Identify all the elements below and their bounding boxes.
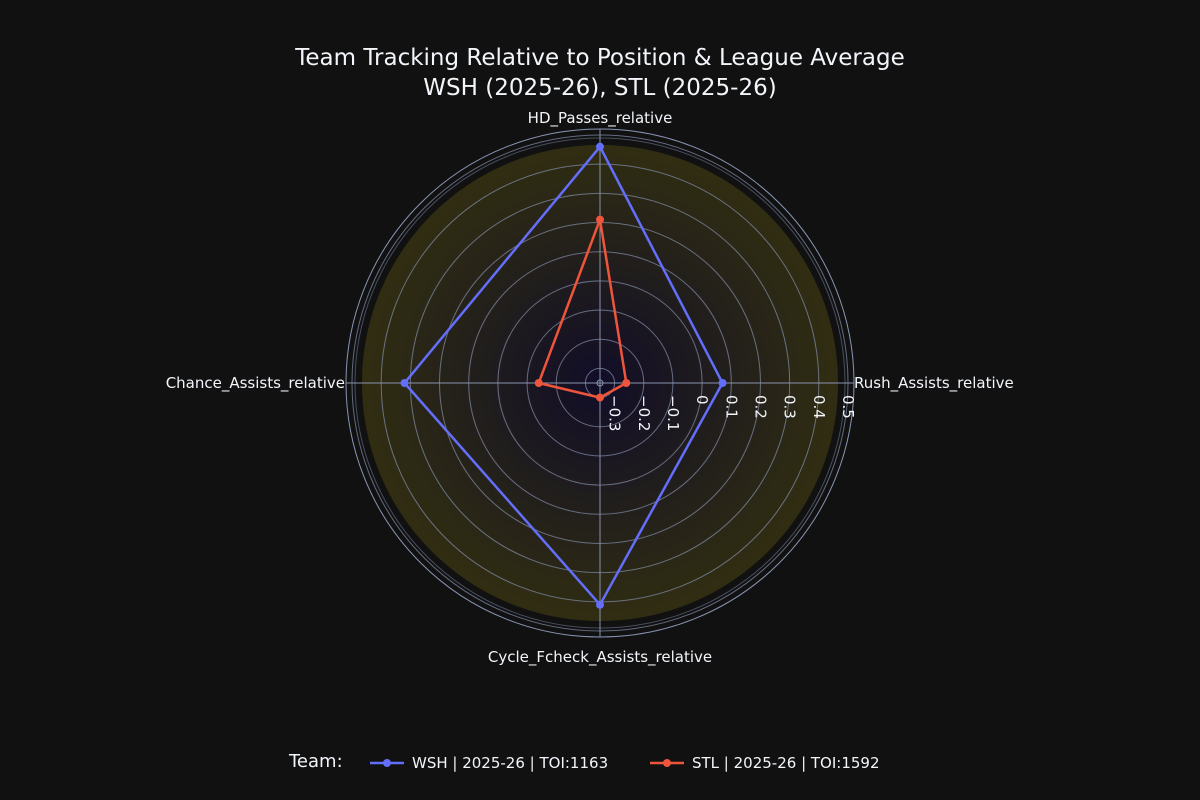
series-point-0 [718,379,727,387]
radial-tick-label: 0.5 [839,395,857,419]
radial-tick-label: −0.3 [606,395,624,431]
series-point-1 [596,215,604,224]
legend-label-stl: STL | 2025-26 | TOI:1592 [692,754,880,772]
angular-axis-label: Rush_Assists_relative [854,374,1014,393]
legend: Team: WSH | 2025-26 | TOI:1163 STL | 202… [0,750,1200,776]
legend-label-wsh: WSH | 2025-26 | TOI:1163 [412,754,609,772]
radial-tick-label: 0.1 [722,395,740,419]
series-point-1 [622,379,631,387]
legend-line-icon [650,759,684,767]
angular-axis-label: Chance_Assists_relative [166,374,345,393]
legend-item-wsh[interactable]: WSH | 2025-26 | TOI:1163 [368,754,608,772]
radial-tick-label: −0.1 [664,395,682,431]
radial-tick-label: 0 [693,395,711,405]
angular-axis-label: Cycle_Fcheck_Assists_relative [488,648,712,667]
angular-axis-label: HD_Passes_relative [528,109,673,128]
radial-tick-label: −0.2 [635,395,653,431]
radial-tick-label: 0.3 [781,395,799,419]
series-point-0 [596,142,604,151]
center-marker [596,379,604,387]
radial-tick-label: 0.4 [810,395,828,419]
radial-tick-label: 0.2 [751,395,769,419]
chart-subtitle: WSH (2025-26), STL (2025-26) [423,75,777,101]
legend-item-stl[interactable]: STL | 2025-26 | TOI:1592 [648,754,880,772]
legend-title: Team: [289,751,343,772]
series-point-0 [400,379,409,387]
chart-title: Team Tracking Relative to Position & Lea… [295,45,905,71]
series-point-0 [596,600,604,609]
series-point-1 [596,393,604,402]
legend-line-icon [370,759,404,767]
series-point-1 [534,379,543,387]
